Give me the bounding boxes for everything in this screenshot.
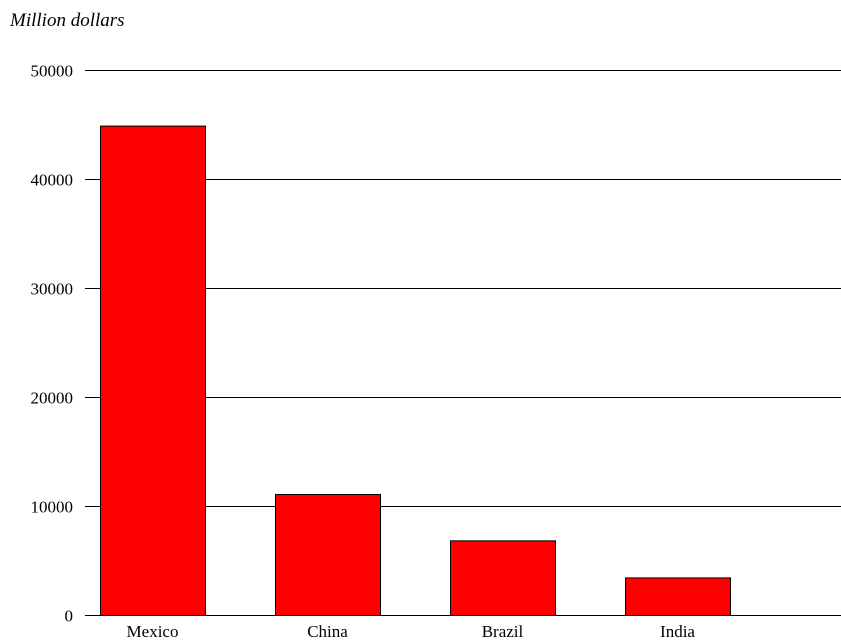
bar-mexico <box>100 125 206 616</box>
y-tick-label: 20000 <box>31 389 74 408</box>
x-tick-label-china: China <box>307 622 348 641</box>
y-tick-label: 10000 <box>31 498 74 517</box>
y-tick-label: 30000 <box>31 280 74 299</box>
bars <box>100 125 731 617</box>
y-axis-label: Million dollars <box>9 10 125 31</box>
x-tick-labels: Mexico China Brazil India <box>127 622 696 641</box>
bar-brazil <box>450 540 556 617</box>
x-tick-label-india: India <box>660 622 695 641</box>
y-tick-label: 40000 <box>31 171 74 190</box>
y-tick-labels: 0 10000 20000 30000 40000 50000 <box>31 62 74 626</box>
x-tick-label-brazil: Brazil <box>482 622 524 641</box>
x-tick-label-mexico: Mexico <box>127 622 179 641</box>
y-tick-label: 0 <box>65 607 74 626</box>
y-tick-label: 50000 <box>31 62 74 81</box>
bar-india <box>625 577 731 617</box>
bar-china <box>275 494 381 617</box>
